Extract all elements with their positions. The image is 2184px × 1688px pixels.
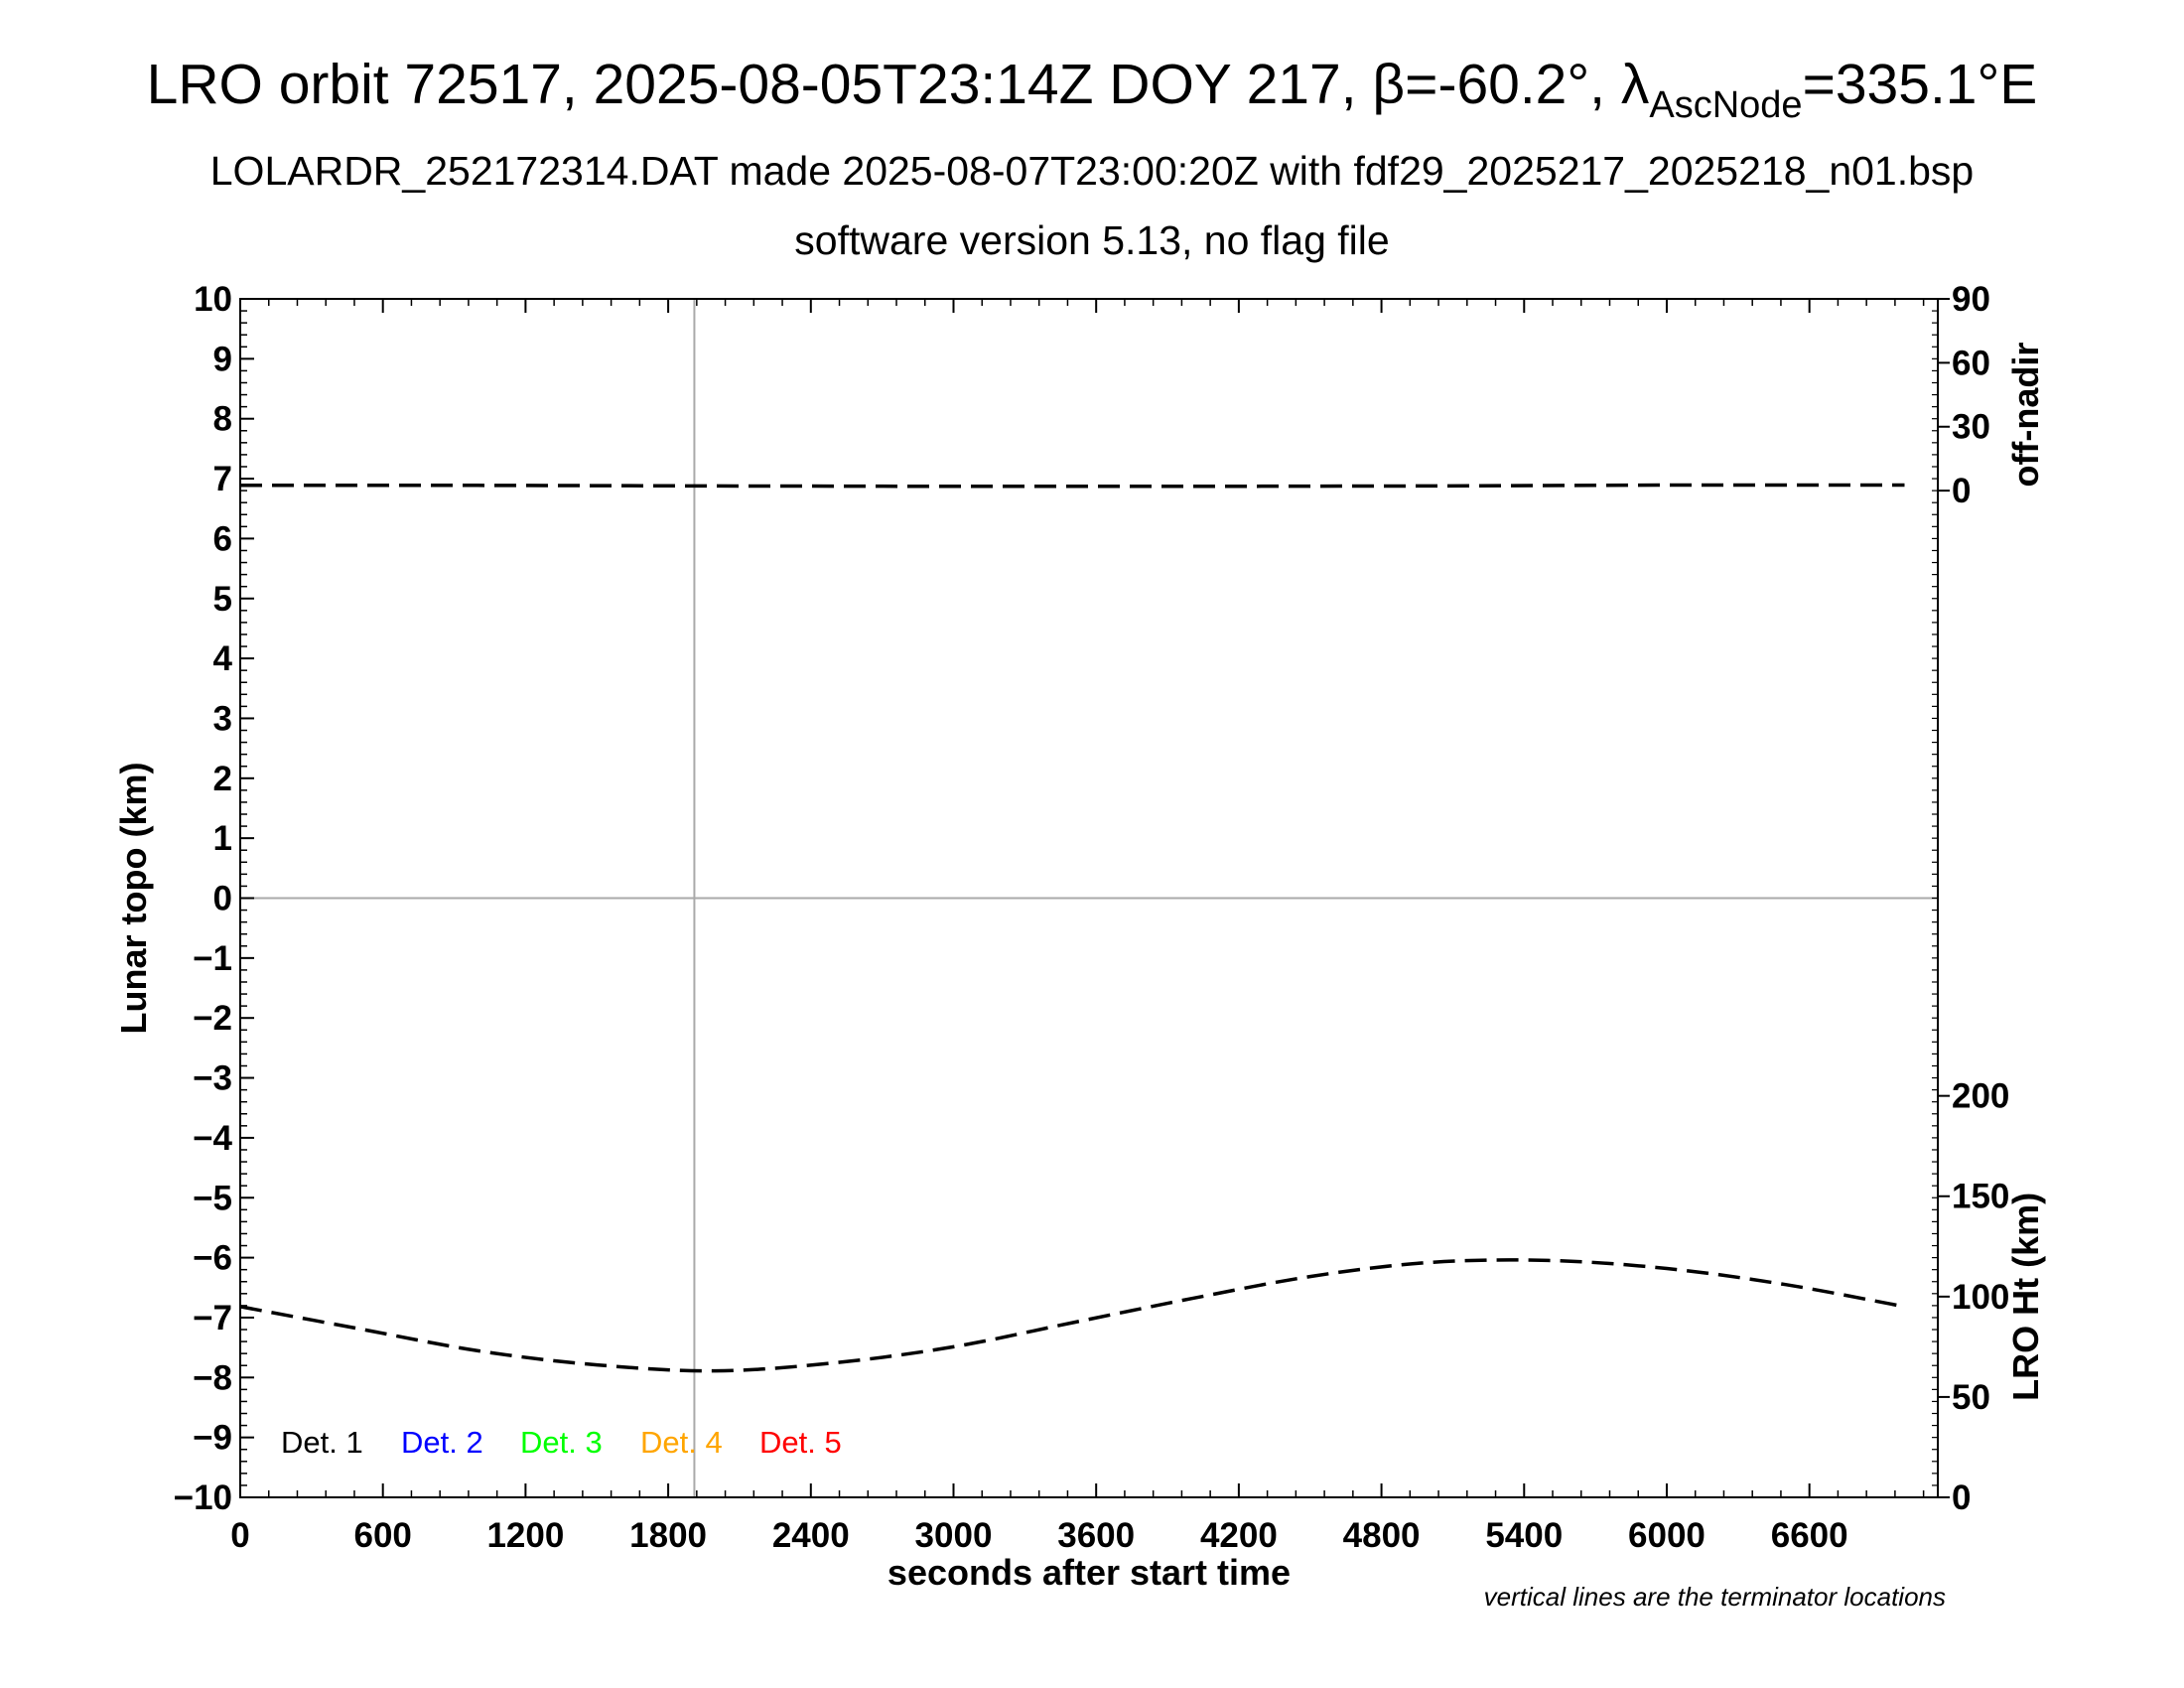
y-tick-label: −7: [193, 1299, 232, 1337]
y-tick-label: 7: [213, 460, 232, 498]
y-tick-label: −2: [193, 999, 232, 1038]
chart-title-main: LRO orbit 72517, 2025-08-05T23:14Z DOY 2…: [146, 53, 1650, 116]
y-tick-label: 8: [213, 400, 232, 439]
y-tick-label: −4: [193, 1119, 232, 1158]
legend-layer: Det. 1 Det. 2 Det. 3 Det. 4 Det. 5: [281, 1425, 842, 1460]
off-nadir-tick-label: 90: [1952, 280, 1990, 319]
grid-layer: [240, 299, 1938, 1497]
legend-entry-det-2: Det. 2: [401, 1425, 483, 1460]
y-tick-label: −5: [193, 1179, 232, 1217]
lro-ht-axis-label: LRO Ht (km): [2005, 1193, 2046, 1401]
x-tick-label: 5400: [1485, 1516, 1563, 1555]
chart-title-tail: =335.1°E: [1802, 53, 2038, 116]
y-tick-label: −9: [193, 1419, 232, 1458]
off-nadir-axis-label: off-nadir: [2005, 343, 2046, 488]
x-tick-label: 6000: [1628, 1516, 1706, 1555]
lro-ht-tick-label: 0: [1952, 1478, 1971, 1517]
series-layer: [239, 483, 1905, 1373]
lro-ht-tick-label: 100: [1952, 1278, 2009, 1317]
y-tick-label: 5: [213, 580, 232, 619]
ticks-layer: [239, 298, 1950, 1498]
lro-ht-series-line: [239, 1258, 1905, 1373]
y-tick-label: 10: [194, 280, 232, 319]
x-tick-label: 4200: [1200, 1516, 1278, 1555]
x-tick-label: 2400: [772, 1516, 850, 1555]
chart-subtitle: LOLARDR_252172314.DAT made 2025-08-07T23…: [209, 148, 1975, 194]
lro-ht-tick-label: 200: [1952, 1077, 2009, 1116]
chart-title-subscript: AscNode: [1649, 84, 1803, 126]
software-version-line: software version 5.13, no flag file: [794, 217, 1390, 263]
off-nadir-tick-label: 60: [1952, 344, 1990, 382]
x-tick-label: 600: [353, 1516, 411, 1555]
x-tick-label: 3000: [915, 1516, 993, 1555]
x-tick-label: 6600: [1771, 1516, 1848, 1555]
off-nadir-series-line: [240, 483, 1905, 489]
lro-ht-tick-label: 150: [1952, 1178, 2009, 1216]
y-tick-label: 1: [213, 819, 232, 858]
labels-layer: 0 600 1200 1800 2400 3000 3600 4200 4800 5400 6000…: [113, 280, 2046, 1593]
y-tick-label: 2: [213, 760, 232, 798]
legend-entry-det-4: Det. 4: [640, 1425, 723, 1460]
x-tick-label: 4800: [1343, 1516, 1421, 1555]
terminator-footnote: vertical lines are the terminator locati…: [1483, 1582, 1946, 1612]
lro-ht-tick-label: 50: [1952, 1378, 1990, 1417]
x-tick-label: 1200: [486, 1516, 564, 1555]
x-tick-label: 3600: [1057, 1516, 1135, 1555]
y-tick-label: 4: [213, 639, 233, 678]
x-tick-label: 1800: [629, 1516, 707, 1555]
chart-title: LRO orbit 72517, 2025-08-05T23:14Z DOY 2…: [0, 50, 2184, 124]
y-tick-label: −1: [193, 939, 232, 978]
x-tick-label: 0: [230, 1516, 249, 1555]
legend-entry-det-5: Det. 5: [759, 1425, 842, 1460]
off-nadir-tick-label: 30: [1952, 408, 1990, 447]
y-tick-label: −3: [193, 1059, 232, 1098]
legend-entry-det-1: Det. 1: [281, 1425, 363, 1460]
y-tick-label: −10: [174, 1478, 232, 1517]
legend-entry-det-3: Det. 3: [520, 1425, 603, 1460]
y-tick-label: 9: [213, 340, 232, 378]
y-tick-label: −6: [193, 1239, 232, 1278]
x-axis-label: seconds after start time: [887, 1552, 1291, 1593]
y-tick-label: 6: [213, 519, 232, 558]
off-nadir-tick-label: 0: [1952, 472, 1971, 510]
y-tick-label: 0: [213, 880, 232, 918]
y-tick-label: 3: [213, 699, 232, 738]
y-axis-label: Lunar topo (km): [113, 763, 154, 1035]
y-tick-label: −8: [193, 1358, 232, 1397]
